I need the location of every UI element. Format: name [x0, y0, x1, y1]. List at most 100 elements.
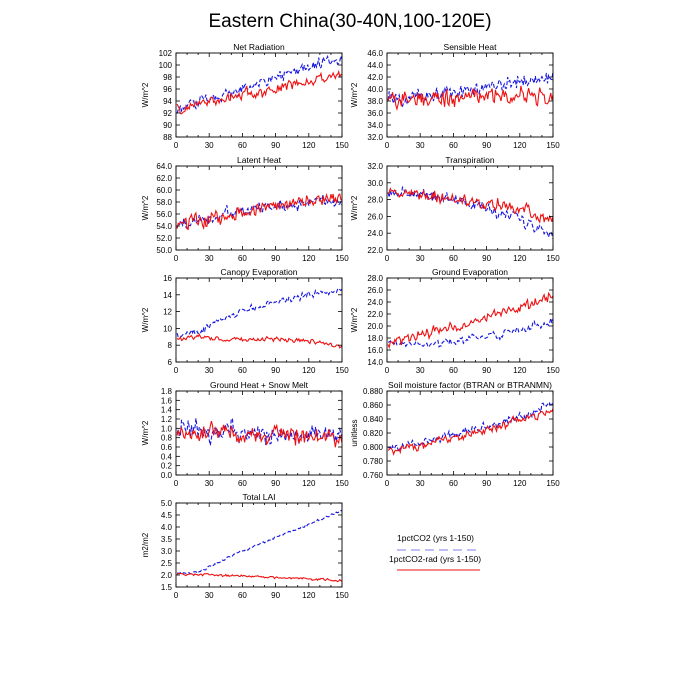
panel-title: Sensible Heat	[444, 42, 498, 52]
y-tick-label: 26.0	[367, 286, 383, 295]
x-tick-label: 30	[416, 479, 425, 488]
x-tick-label: 150	[335, 591, 349, 600]
y-tick-label: 56.0	[156, 210, 172, 219]
series-line-1pctco2-rad	[176, 420, 342, 448]
x-tick-label: 90	[482, 254, 491, 263]
y-axis-label: m2/m2	[141, 532, 150, 557]
y-tick-label: 46.0	[367, 49, 383, 58]
x-tick-label: 150	[335, 141, 349, 150]
y-tick-label: 16	[163, 274, 172, 283]
y-tick-label: 100	[159, 61, 173, 70]
y-tick-label: 36.0	[367, 109, 383, 118]
x-tick-label: 120	[302, 141, 316, 150]
y-tick-label: 102	[159, 49, 173, 58]
y-tick-label: 0.860	[363, 401, 384, 410]
y-axis-label: W/m^2	[141, 420, 150, 445]
y-tick-label: 32.0	[367, 162, 383, 171]
y-tick-label: 0.840	[363, 415, 384, 424]
series-line-1pctco2-rad	[387, 408, 553, 456]
x-tick-label: 30	[416, 141, 425, 150]
series-line-1pctco2	[176, 194, 342, 230]
x-tick-label: 30	[205, 479, 214, 488]
y-axis-label: unitless	[350, 419, 359, 446]
y-tick-label: 18.0	[367, 334, 383, 343]
y-tick-label: 96	[163, 85, 172, 94]
y-tick-label: 2.5	[161, 559, 173, 568]
series-line-1pctco2	[176, 509, 342, 575]
series-line-1pctco2	[387, 186, 553, 240]
legend-label: 1pctCO2-rad (yrs 1-150)	[389, 554, 481, 564]
y-tick-label: 38.0	[367, 97, 383, 106]
y-tick-label: 1.0	[161, 424, 173, 433]
legend: 1pctCO2 (yrs 1-150) 1pctCO2-rad (yrs 1-15…	[389, 533, 481, 571]
x-tick-label: 120	[513, 141, 527, 150]
series-line-1pctco2-rad	[176, 572, 342, 583]
y-axis-label: W/m^2	[350, 195, 359, 220]
panel-transpiration: 0 30 60 90 120 150 22.0 24.0 26.0 28.0 30.0 32.0 Tra…	[350, 155, 560, 263]
plot-frame	[386, 52, 554, 138]
y-tick-label: 0.0	[161, 471, 173, 480]
panel-title: Transpiration	[445, 155, 495, 165]
panel-ground-evaporation: 0 30 60 90 120 150 14.0 16.0 18.0 20.0 22.0 24.0 26.…	[350, 267, 560, 375]
series-line-1pctco2-rad	[176, 333, 342, 349]
y-tick-label: 1.6	[161, 396, 173, 405]
x-tick-label: 0	[174, 479, 179, 488]
y-tick-label: 94	[163, 97, 172, 106]
series-line-1pctco2	[387, 70, 553, 108]
x-tick-label: 60	[238, 366, 247, 375]
panel-total-lai: 0 30 60 90 120 150 1.5 2.0 2.5 3.0 3.5 4.0 4.5 5.0 Tot…	[141, 492, 349, 600]
panel-soil-moisture-factor-btran-or-btranmn: 0 30 60 90 120 150 0.760 0.780 0.800 0.820 0.840 0.…	[350, 380, 560, 488]
x-tick-label: 30	[416, 254, 425, 263]
y-tick-label: 10	[163, 324, 172, 333]
y-tick-label: 4.0	[161, 523, 173, 532]
y-tick-label: 0.6	[161, 443, 173, 452]
series-line-1pctco2	[176, 54, 342, 114]
plot-frame	[175, 277, 343, 363]
plot-frame	[386, 165, 554, 251]
x-tick-label: 60	[238, 479, 247, 488]
x-tick-label: 60	[238, 141, 247, 150]
x-tick-label: 30	[205, 366, 214, 375]
y-tick-label: 14	[163, 291, 172, 300]
x-tick-label: 60	[449, 254, 458, 263]
series-line-1pctco2-rad	[176, 69, 342, 115]
panel-title: Total LAI	[242, 492, 275, 502]
plot-frame	[175, 52, 343, 138]
series-line-1pctco2-rad	[387, 187, 553, 224]
x-tick-label: 30	[205, 591, 214, 600]
y-tick-label: 22.0	[367, 310, 383, 319]
y-tick-label: 42.0	[367, 73, 383, 82]
y-tick-label: 1.5	[161, 583, 173, 592]
y-tick-label: 16.0	[367, 346, 383, 355]
y-axis-label: W/m^2	[350, 82, 359, 107]
plot-frame	[386, 390, 554, 476]
y-tick-label: 90	[163, 121, 172, 130]
x-tick-label: 30	[205, 254, 214, 263]
y-tick-label: 92	[163, 109, 172, 118]
y-tick-label: 5.0	[161, 499, 173, 508]
y-tick-label: 60.0	[156, 186, 172, 195]
panel-ground-heat-snow-melt: 0 30 60 90 120 150 0.00.20.40.60.81.01.21.41.6…	[141, 380, 349, 488]
x-tick-label: 150	[546, 254, 560, 263]
y-tick-label: 98	[163, 73, 172, 82]
y-tick-label: 26.0	[367, 212, 383, 221]
y-tick-label: 0.880	[363, 387, 384, 396]
x-tick-label: 120	[513, 366, 527, 375]
x-tick-label: 0	[174, 591, 179, 600]
plot-frame	[175, 390, 343, 476]
plot-frame	[175, 165, 343, 251]
y-tick-label: 8	[168, 341, 173, 350]
y-tick-label: 1.8	[161, 387, 173, 396]
y-tick-label: 3.5	[161, 535, 173, 544]
y-tick-label: 28.0	[367, 196, 383, 205]
x-tick-label: 120	[302, 479, 316, 488]
x-tick-label: 90	[271, 254, 280, 263]
x-tick-label: 90	[271, 141, 280, 150]
y-tick-label: 0.760	[363, 471, 384, 480]
x-tick-label: 60	[449, 366, 458, 375]
panel-net-radiation: 0 30 60 90 120 150 88 90 92 94 96 98 100 102 Net Radia…	[141, 42, 349, 150]
y-tick-label: 2.0	[161, 571, 173, 580]
series-line-1pctco2-rad	[176, 192, 342, 231]
x-tick-label: 90	[482, 366, 491, 375]
